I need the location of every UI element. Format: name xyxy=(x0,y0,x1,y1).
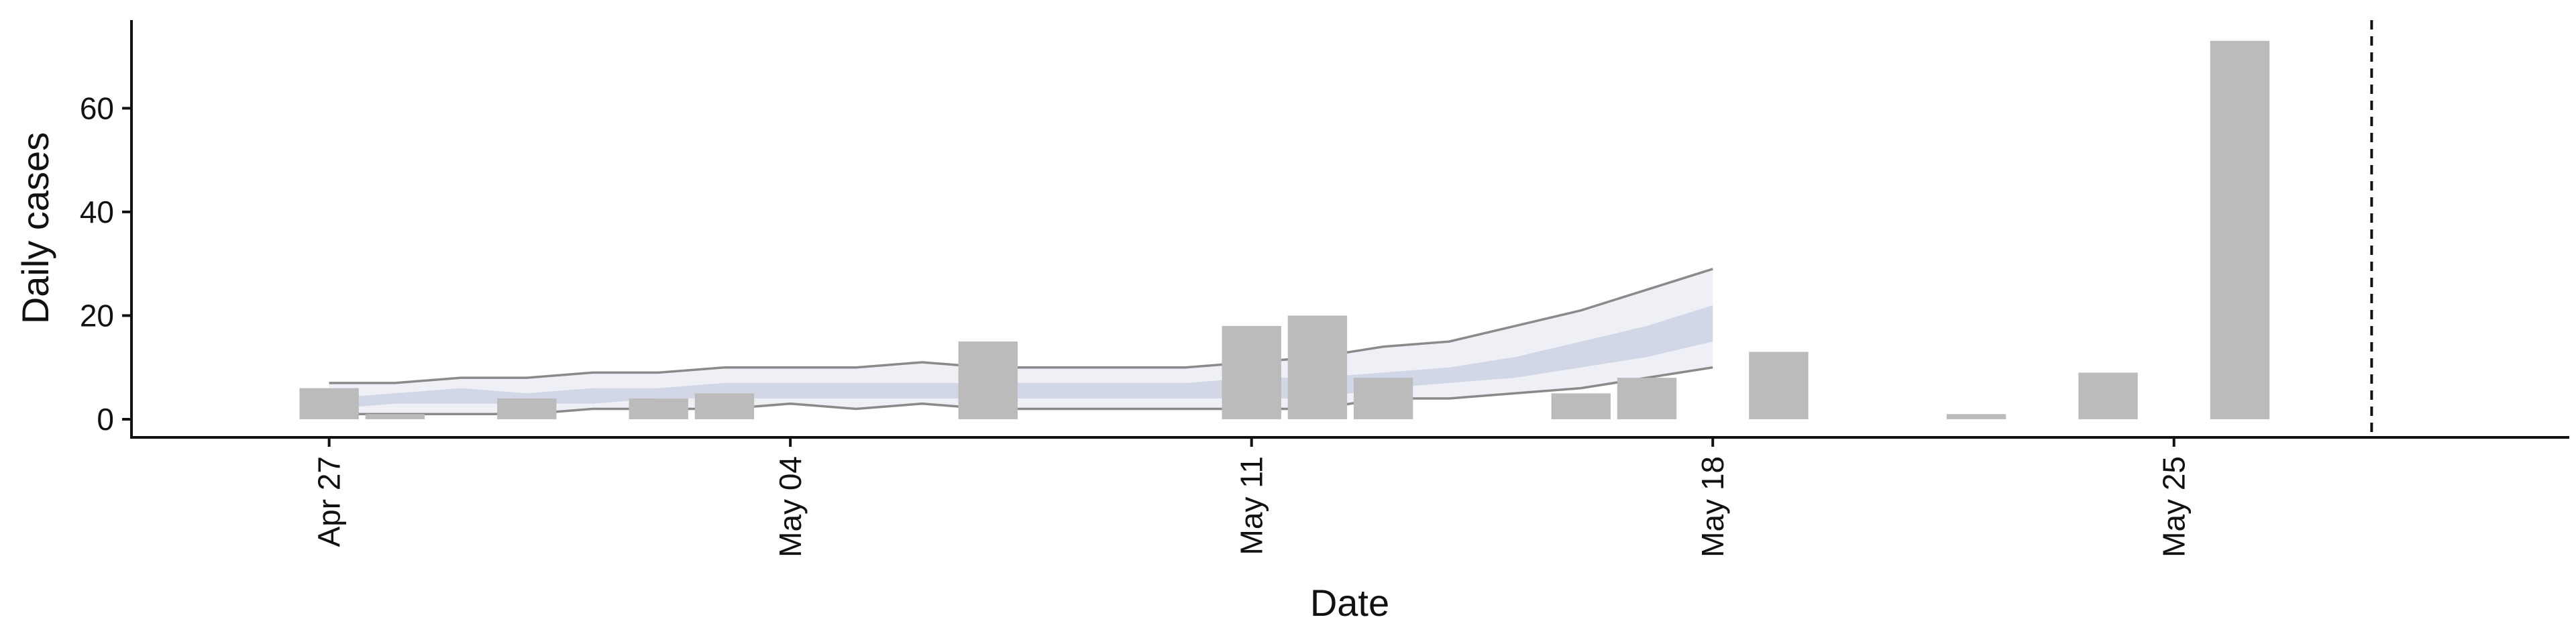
outer-band xyxy=(329,268,1713,415)
x-tick-label: May 25 xyxy=(2157,456,2192,557)
bar xyxy=(1287,315,1348,419)
bar xyxy=(299,388,359,419)
bar xyxy=(2078,372,2138,419)
y-axis-title: Daily cases xyxy=(14,132,56,324)
x-tick-label: May 18 xyxy=(1695,456,1730,557)
tick-marks: 0 20 40 60 Apr 27 May 04 May 11 May 18 May 25 xyxy=(80,91,2192,557)
bar xyxy=(1353,378,1413,419)
outer-upper-line xyxy=(329,268,1713,384)
bar xyxy=(1551,393,1611,419)
bar xyxy=(1749,352,1809,419)
outer-lower-line xyxy=(329,366,1713,415)
bar xyxy=(629,398,688,419)
bar xyxy=(694,393,755,419)
y-tick-label: 40 xyxy=(80,195,114,229)
y-tick-label: 20 xyxy=(80,298,114,333)
bar xyxy=(365,414,425,419)
daily-case-bars xyxy=(299,40,2270,419)
x-tick-label: Apr 27 xyxy=(312,456,347,547)
x-tick-label: May 11 xyxy=(1234,456,1269,555)
axes xyxy=(130,20,2569,439)
bar xyxy=(497,398,557,419)
x-axis-title: Date xyxy=(1310,582,1389,624)
bar xyxy=(958,341,1018,419)
bar xyxy=(1617,378,1677,419)
uncertainty-bands xyxy=(329,268,1713,415)
bar xyxy=(1222,325,1281,419)
y-tick-label: 0 xyxy=(97,402,114,437)
bar xyxy=(2210,40,2270,419)
x-tick-label: May 04 xyxy=(773,456,808,557)
bar xyxy=(1946,414,2006,419)
y-tick-label: 60 xyxy=(80,91,114,125)
